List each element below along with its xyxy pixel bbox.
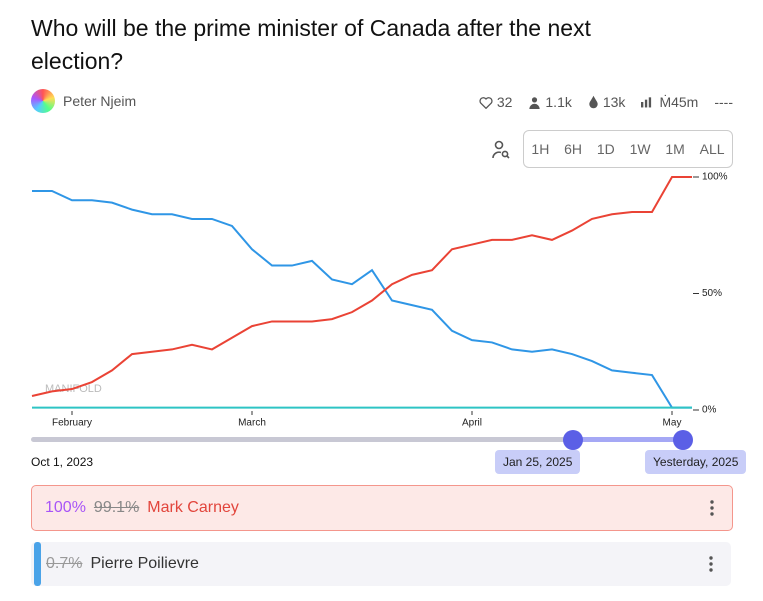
x-tick-label: February	[52, 418, 92, 429]
series-line	[31, 176, 692, 397]
answer-name: Pierre Poilievre	[90, 555, 199, 572]
time-button[interactable]: 1D	[596, 141, 615, 157]
slider-to-label: Yesterday, 2025	[645, 450, 747, 474]
likes[interactable]: 32	[479, 94, 513, 110]
answer-row[interactable]: 100% 99.1% Mark Carney	[31, 485, 733, 531]
stats: 32 1.1k 13k Ṁ45m ----	[479, 94, 733, 110]
y-tick-label: 50%	[702, 288, 722, 299]
time-button[interactable]: 1W	[629, 141, 651, 157]
volume: Ṁ45m	[641, 94, 698, 110]
traders-count: 1.1k	[545, 94, 572, 110]
extra: ----	[714, 94, 733, 110]
slider-range	[573, 437, 683, 442]
time-range-buttons: 1H 6H 1D 1W 1M ALL	[523, 130, 733, 168]
liquidity: 13k	[588, 94, 626, 110]
answer-name: Mark Carney	[147, 499, 239, 516]
traders: 1.1k	[528, 94, 572, 110]
slider-start-label: Oct 1, 2023	[31, 455, 94, 469]
likes-count: 32	[496, 94, 513, 110]
search-traders-icon[interactable]	[491, 140, 511, 160]
time-button[interactable]: ALL	[699, 141, 725, 157]
avatar	[31, 89, 55, 113]
answer-menu[interactable]	[709, 556, 713, 572]
answer-probability: 0.7%	[46, 555, 83, 572]
time-button[interactable]: 1H	[531, 141, 550, 157]
y-tick-label: 100%	[702, 172, 728, 183]
x-tick-label: May	[663, 418, 682, 429]
slider-knob-start[interactable]	[563, 430, 583, 450]
time-button[interactable]: 6H	[564, 141, 583, 157]
x-tick-label: April	[462, 418, 482, 429]
slider-knob-end[interactable]	[673, 430, 693, 450]
slider-track[interactable]	[31, 437, 683, 442]
author[interactable]: Peter Njeim	[31, 89, 136, 113]
answer-row[interactable]: 0.7% Pierre Poilievre	[31, 542, 731, 586]
question-title: Who will be the prime minister of Canada…	[31, 15, 591, 74]
series-line	[32, 189, 692, 409]
author-name[interactable]: Peter Njeim	[63, 93, 137, 109]
volume-count: Ṁ45m	[659, 94, 699, 110]
answer-probability: 100%	[45, 499, 86, 516]
slider-from-label: Jan 25, 2025	[495, 450, 581, 474]
x-tick-label: March	[238, 418, 266, 429]
liquidity-count: 13k	[602, 94, 626, 110]
answer-probability-bar	[34, 542, 41, 586]
answer-menu[interactable]	[710, 500, 714, 516]
chart: MANIFOLD 100%50%0%February March April May	[31, 172, 728, 429]
answer-previous-probability: 99.1%	[93, 499, 140, 516]
time-button[interactable]: 1M	[665, 141, 685, 157]
y-tick-label: 0%	[702, 405, 717, 416]
